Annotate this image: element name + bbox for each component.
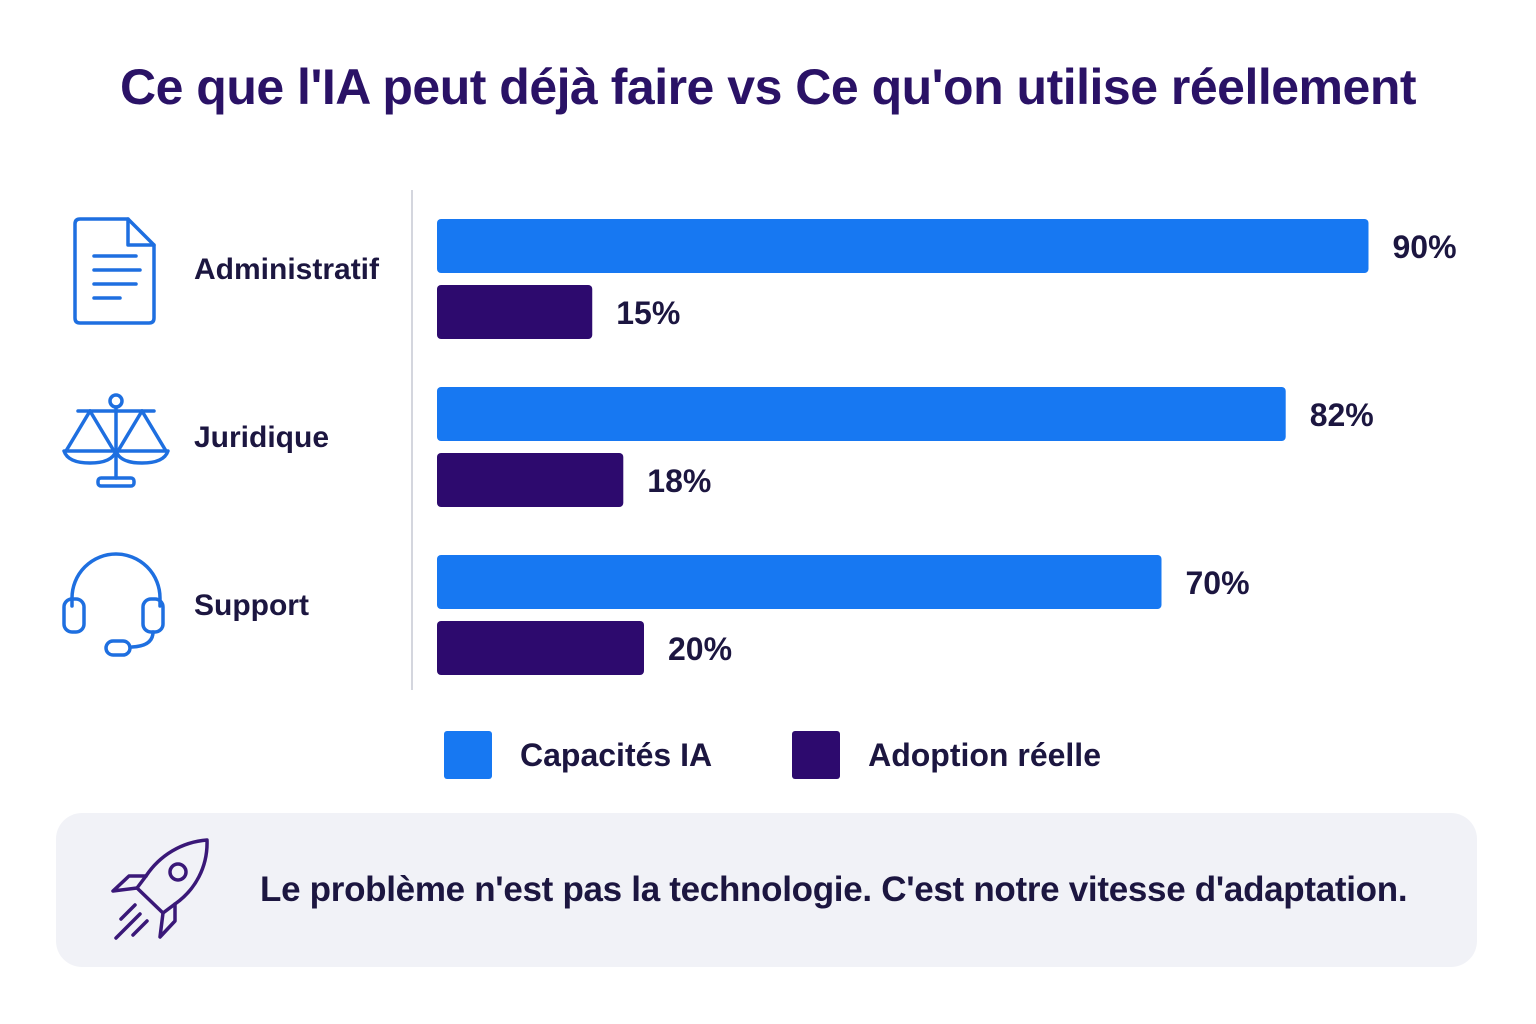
bar-adoption-reelle-administratif [437, 285, 593, 339]
category-label-juridique: Juridique [194, 421, 329, 454]
value-label-capacites-ia-administratif: 90% [1393, 229, 1457, 265]
headset-icon [62, 552, 165, 657]
category-label-support: Support [194, 589, 309, 622]
legend-label-capacites: Capacités IA [520, 736, 713, 773]
bar-chart: Administratif 90% 15% Juridique 82% 18% Suppor… [62, 190, 1457, 690]
legend-swatch-capacites [444, 731, 492, 779]
chart-title: Ce que l'IA peut déjà faire vs Ce qu'on … [119, 59, 1417, 115]
value-label-capacites-ia-support: 70% [1186, 565, 1250, 601]
bar-capacites-ia-juridique [437, 387, 1286, 441]
legend-swatch-adoption [792, 731, 841, 779]
value-label-adoption-reelle-support: 20% [668, 631, 732, 667]
value-label-capacites-ia-juridique: 82% [1310, 397, 1374, 433]
callout-text: Le problème n'est pas la technologie. C'… [260, 870, 1408, 909]
value-label-adoption-reelle-administratif: 15% [616, 295, 680, 331]
scales-icon [62, 393, 170, 488]
chart-legend: Capacités IA Adoption réelle [444, 730, 1181, 780]
bar-capacites-ia-support [437, 555, 1162, 609]
category-label-administratif: Administratif [194, 253, 380, 286]
value-label-adoption-reelle-juridique: 18% [647, 463, 711, 499]
legend-item-capacites: Capacités IA [444, 731, 712, 779]
bar-capacites-ia-administratif [437, 219, 1369, 273]
legend-item-adoption: Adoption réelle [792, 731, 1101, 779]
legend-label-adoption: Adoption réelle [868, 736, 1101, 773]
rocket-icon [111, 838, 209, 940]
bar-adoption-reelle-juridique [437, 453, 624, 507]
bar-adoption-reelle-support [437, 621, 644, 675]
callout-box: Le problème n'est pas la technologie. C'… [56, 813, 1477, 967]
document-icon [73, 217, 156, 325]
